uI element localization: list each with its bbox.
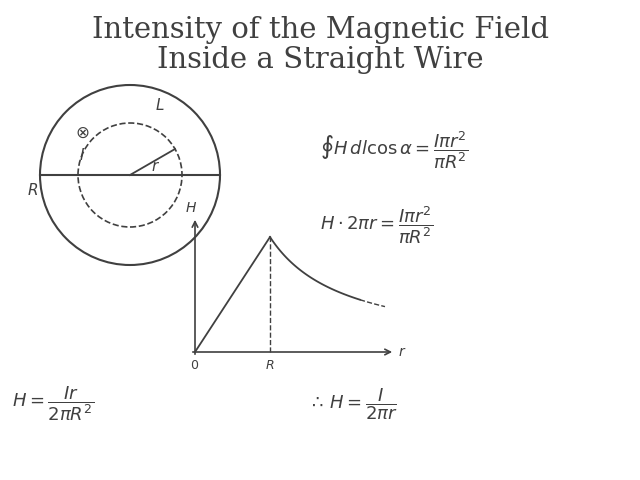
Text: $H \cdot 2\pi r = \dfrac{I\pi r^2}{\pi R^2}$: $H \cdot 2\pi r = \dfrac{I\pi r^2}{\pi R… xyxy=(320,204,433,246)
Text: $L$: $L$ xyxy=(156,97,164,113)
Text: $R$: $R$ xyxy=(265,359,275,372)
Text: $0$: $0$ xyxy=(191,359,200,372)
Text: $\oint H\,dl\cos\alpha = \dfrac{I\pi r^2}{\pi R^2}$: $\oint H\,dl\cos\alpha = \dfrac{I\pi r^2… xyxy=(320,129,468,171)
Text: Intensity of the Magnetic Field: Intensity of the Magnetic Field xyxy=(92,16,548,44)
Text: $I$: $I$ xyxy=(79,147,85,163)
Text: $\therefore\, H = \dfrac{I}{2\pi r}$: $\therefore\, H = \dfrac{I}{2\pi r}$ xyxy=(308,386,397,422)
Text: $r$: $r$ xyxy=(152,160,161,174)
Text: Inside a Straight Wire: Inside a Straight Wire xyxy=(157,46,483,74)
Text: $H = \dfrac{Ir}{2\pi R^2}$: $H = \dfrac{Ir}{2\pi R^2}$ xyxy=(12,384,94,423)
Text: $R$: $R$ xyxy=(27,182,38,198)
Text: $H$: $H$ xyxy=(185,201,197,215)
Text: $\otimes$: $\otimes$ xyxy=(75,124,89,142)
Text: $r$: $r$ xyxy=(398,345,406,359)
